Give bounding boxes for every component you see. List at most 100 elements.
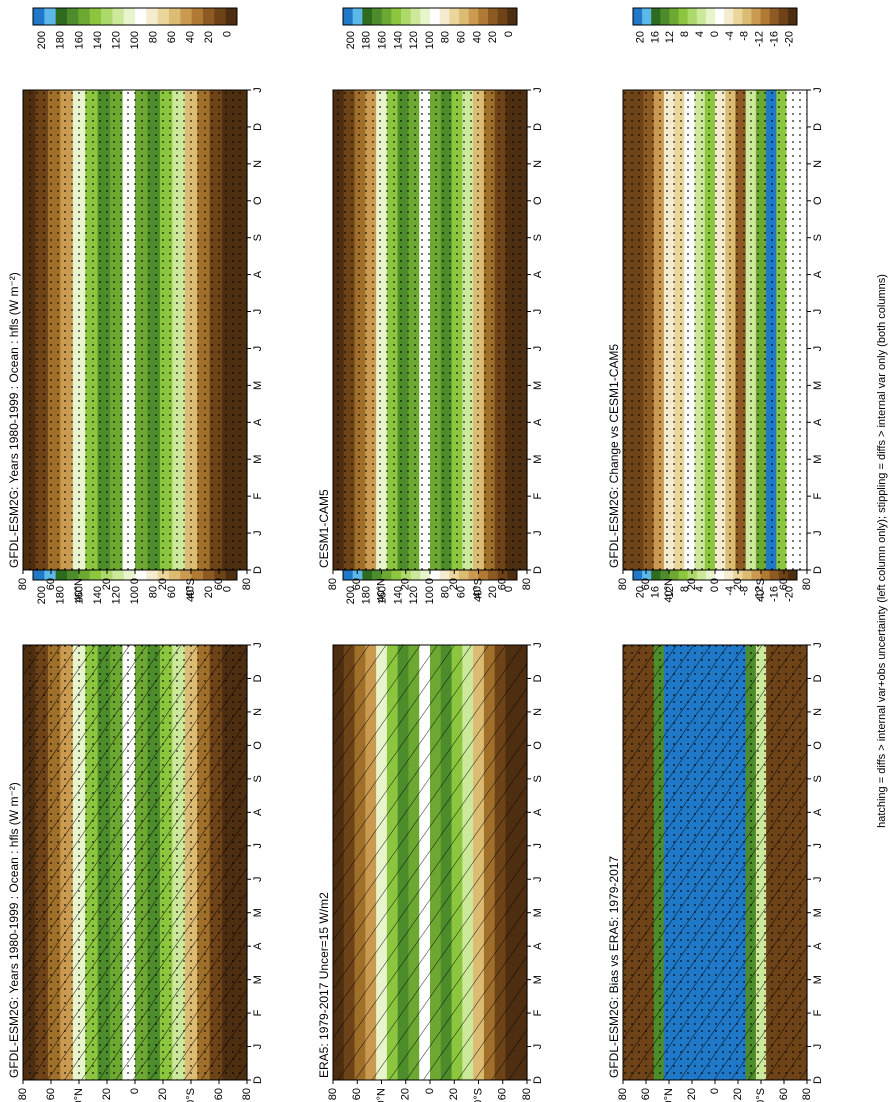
- colorbar-label: 160: [73, 31, 85, 49]
- lat-tick-label: 80: [801, 1088, 813, 1100]
- lat-tick-label: 60: [778, 1088, 790, 1100]
- colorbar-label: -12: [754, 31, 766, 47]
- month-tick-label: J: [532, 346, 544, 352]
- colorbar-swatch: [430, 8, 441, 25]
- colorbar-label: -16: [769, 586, 781, 602]
- colorbar-swatch: [687, 8, 698, 25]
- colorbar-label: 140: [392, 31, 404, 49]
- month-tick-label: A: [532, 808, 544, 816]
- month-tick-label: N: [532, 708, 544, 716]
- month-tick-label: N: [532, 160, 544, 168]
- colorbar-label: -4: [724, 31, 736, 41]
- colorbar-label: 80: [440, 586, 452, 598]
- colorbar-swatch: [89, 8, 102, 25]
- colorbar-swatch: [401, 8, 412, 25]
- colorbar-swatch: [157, 8, 170, 25]
- colorbar-label: 8: [679, 31, 691, 37]
- month-tick-label: J: [252, 309, 264, 315]
- month-tick-label: A: [812, 808, 824, 816]
- month-tick-label: M: [812, 975, 824, 984]
- lat-tick-label: 0: [424, 578, 436, 584]
- colorbar-label: 160: [376, 31, 388, 49]
- month-tick-label: S: [252, 234, 264, 241]
- panel-title: GFDL-ESM2G: Years 1980-1999 : Ocean : hf…: [7, 272, 21, 568]
- colorbar-swatch: [724, 563, 734, 580]
- colorbar-label: 16: [649, 586, 661, 598]
- colorbar-swatch: [203, 8, 215, 25]
- colorbar-swatch: [372, 563, 383, 580]
- lat-tick-label: 20: [686, 1088, 698, 1100]
- month-tick-label: J: [252, 87, 264, 93]
- colorbar-label: -8: [739, 586, 751, 596]
- colorbar-swatch: [381, 8, 392, 25]
- month-tick-label: J: [812, 346, 824, 352]
- colorbar-label: 140: [92, 586, 104, 604]
- colorbar-swatch: [169, 8, 181, 25]
- month-tick-label: J: [252, 346, 264, 352]
- month-tick-label: A: [812, 418, 824, 426]
- colorbar-swatch: [33, 8, 45, 25]
- colorbar-swatch: [135, 8, 147, 25]
- colorbar-swatch: [678, 563, 689, 580]
- colorbar-swatch: [787, 8, 798, 25]
- colorbar-label: 160: [73, 586, 85, 604]
- colorbar-swatch: [44, 8, 57, 25]
- colorbar-label: 80: [147, 31, 159, 43]
- lat-tick-label: 60: [351, 578, 363, 590]
- colorbar-swatch: [651, 563, 661, 580]
- colorbar-swatch: [468, 563, 479, 580]
- month-tick-label: J: [532, 309, 544, 315]
- month-tick-label: S: [812, 234, 824, 241]
- colorbar-label: 40: [471, 31, 483, 43]
- colorbar-label: 0: [222, 586, 234, 592]
- colorbar-swatch: [497, 8, 508, 25]
- colorbar-swatch: [778, 8, 789, 25]
- colorbar-label: 0: [222, 31, 234, 37]
- lat-tick-label: 80: [521, 578, 533, 590]
- colorbar-label: 4: [694, 586, 706, 592]
- month-tick-label: M: [252, 381, 264, 390]
- colorbar-swatch: [439, 563, 450, 580]
- panel-title: ERA5: 1979-2017 Uncer=15 W/m2: [317, 892, 331, 1078]
- colorbar-swatch: [78, 563, 91, 580]
- lat-tick-label: 20: [101, 578, 113, 590]
- colorbar-label: -20: [783, 31, 795, 47]
- colorbar-frame: [342, 7, 518, 26]
- colorbar-swatch: [33, 563, 45, 580]
- lat-tick-label: 20: [732, 1088, 744, 1100]
- month-tick-label: S: [812, 775, 824, 782]
- lat-tick-label: 80: [617, 578, 629, 590]
- month-tick-label: J: [812, 642, 824, 648]
- month-tick-label: J: [252, 642, 264, 648]
- colorbar-swatch: [760, 8, 771, 25]
- lat-tick-label: 60: [497, 578, 509, 590]
- colorbar-swatch: [191, 563, 204, 580]
- colorbar-label: 200: [36, 31, 48, 49]
- colorbar-swatch: [55, 8, 68, 25]
- lat-tick-label: 20: [101, 1088, 113, 1100]
- colorbar-swatch: [372, 8, 383, 25]
- colorbar-swatch: [381, 563, 392, 580]
- stippling-overlay: [623, 645, 807, 1080]
- month-tick-label: D: [252, 123, 264, 131]
- colorbar-swatch: [410, 8, 421, 25]
- colorbar-label: 60: [456, 31, 468, 43]
- colorbar-swatch: [439, 8, 450, 25]
- colorbar-swatch: [705, 8, 716, 25]
- colorbar-swatch: [642, 8, 652, 25]
- colorbar-swatch: [214, 8, 227, 25]
- lat-tick-label: 20: [732, 578, 744, 590]
- lat-tick-label: 80: [327, 1088, 339, 1100]
- colorbar-swatch: [391, 563, 402, 580]
- colorbar-swatch: [715, 8, 725, 25]
- month-tick-label: M: [532, 381, 544, 390]
- colorbar-label: 80: [147, 586, 159, 598]
- colorbar-label: 140: [392, 586, 404, 604]
- colorbar-label: 180: [55, 31, 67, 49]
- colorbar-swatch: [651, 8, 661, 25]
- colorbar-swatch: [696, 8, 707, 25]
- colorbar-swatch: [191, 8, 204, 25]
- lat-tick-label: 60: [45, 1088, 57, 1100]
